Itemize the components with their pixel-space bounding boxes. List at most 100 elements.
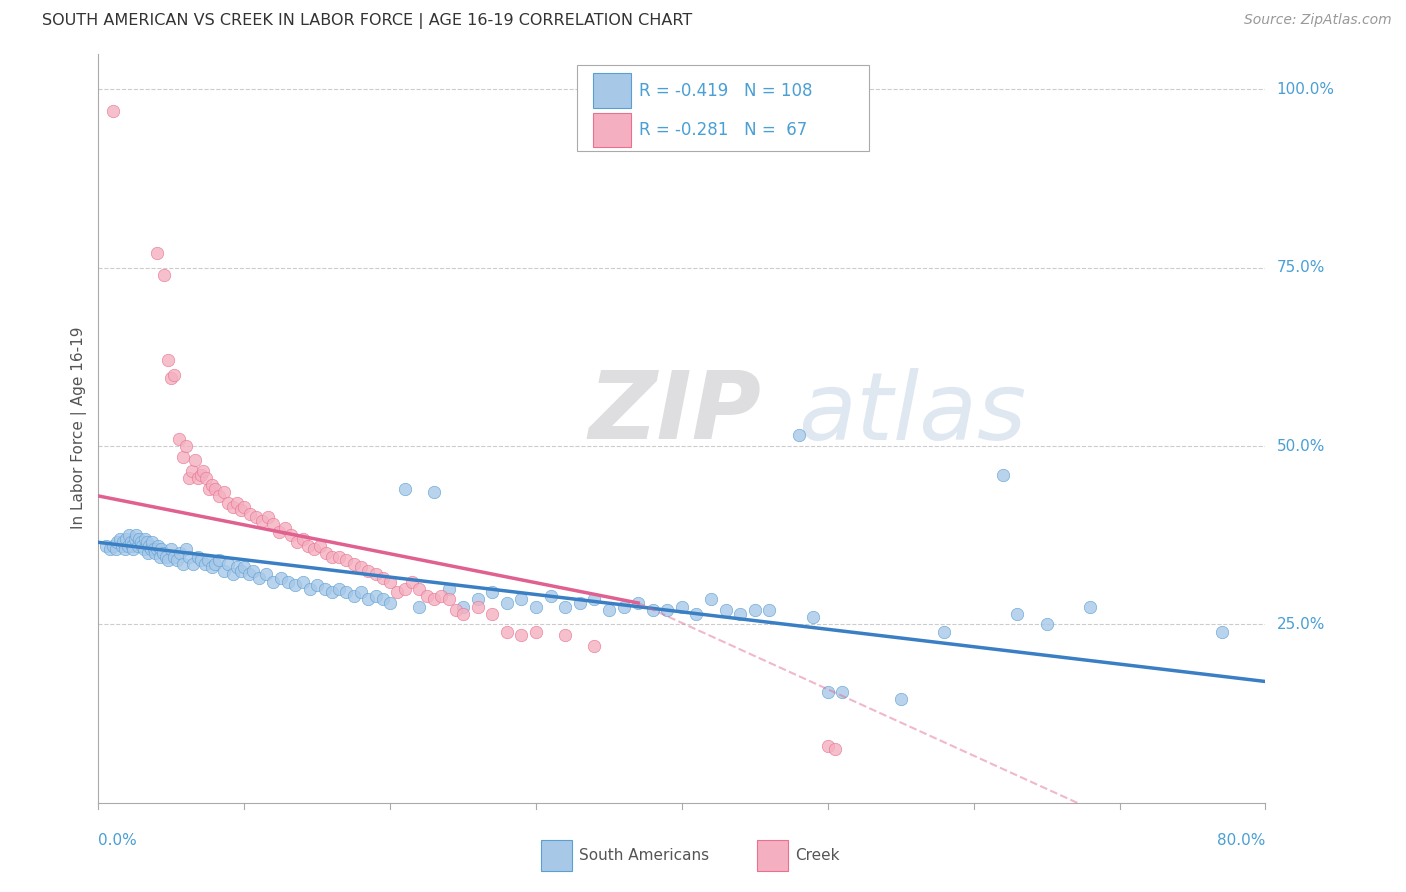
- Point: [134, 532, 156, 546]
- Point: [568, 596, 591, 610]
- Point: [394, 582, 416, 596]
- Point: [94, 539, 117, 553]
- Text: 25.0%: 25.0%: [1277, 617, 1324, 632]
- Point: [204, 557, 226, 571]
- Point: [254, 567, 277, 582]
- Point: [153, 268, 176, 282]
- Point: [350, 560, 373, 574]
- Point: [380, 574, 402, 589]
- Point: [357, 564, 380, 578]
- Point: [423, 485, 446, 500]
- Point: [226, 560, 249, 574]
- Point: [481, 607, 503, 621]
- Point: [149, 549, 172, 564]
- Point: [321, 549, 343, 564]
- Point: [239, 507, 262, 521]
- Point: [451, 607, 474, 621]
- Point: [437, 582, 460, 596]
- FancyBboxPatch shape: [756, 839, 789, 871]
- Point: [307, 578, 329, 592]
- Point: [1007, 607, 1029, 621]
- Point: [357, 592, 380, 607]
- Point: [172, 450, 194, 464]
- Point: [117, 539, 139, 553]
- Point: [150, 542, 173, 557]
- Point: [730, 607, 752, 621]
- Text: 50.0%: 50.0%: [1277, 439, 1324, 453]
- Point: [127, 539, 149, 553]
- Point: [991, 467, 1014, 482]
- Text: SOUTH AMERICAN VS CREEK IN LABOR FORCE | AGE 16-19 CORRELATION CHART: SOUTH AMERICAN VS CREEK IN LABOR FORCE |…: [42, 13, 692, 29]
- Point: [157, 353, 180, 368]
- Point: [364, 567, 387, 582]
- Point: [135, 535, 157, 549]
- Point: [141, 535, 163, 549]
- Point: [262, 574, 284, 589]
- Point: [221, 567, 243, 582]
- Point: [481, 585, 503, 599]
- Point: [824, 742, 846, 756]
- Point: [291, 532, 314, 546]
- Point: [193, 464, 215, 478]
- Point: [890, 692, 912, 706]
- Text: Source: ZipAtlas.com: Source: ZipAtlas.com: [1244, 13, 1392, 28]
- Point: [831, 685, 853, 699]
- Point: [221, 500, 243, 514]
- Point: [415, 589, 437, 603]
- Point: [114, 542, 136, 557]
- Point: [1080, 599, 1102, 614]
- Point: [612, 599, 634, 614]
- Point: [335, 553, 357, 567]
- Point: [118, 528, 141, 542]
- Point: [627, 596, 650, 610]
- Point: [380, 596, 402, 610]
- Point: [343, 557, 366, 571]
- Point: [314, 582, 336, 596]
- Point: [212, 564, 235, 578]
- Text: 0.0%: 0.0%: [98, 833, 138, 848]
- Point: [204, 482, 226, 496]
- Point: [467, 599, 489, 614]
- Point: [371, 592, 394, 607]
- Point: [152, 546, 174, 560]
- Point: [197, 553, 219, 567]
- Point: [524, 599, 547, 614]
- Point: [231, 564, 253, 578]
- Point: [437, 592, 460, 607]
- Point: [231, 503, 253, 517]
- Point: [343, 589, 366, 603]
- Point: [183, 453, 205, 467]
- FancyBboxPatch shape: [541, 839, 572, 871]
- Point: [166, 553, 188, 567]
- Text: ZIP: ZIP: [589, 368, 762, 459]
- Point: [496, 624, 519, 639]
- Point: [315, 546, 337, 560]
- Point: [408, 582, 430, 596]
- Point: [148, 539, 170, 553]
- Point: [540, 589, 562, 603]
- Point: [111, 539, 134, 553]
- Point: [143, 546, 166, 560]
- Point: [195, 471, 218, 485]
- Point: [270, 571, 292, 585]
- Point: [328, 582, 350, 596]
- Point: [233, 560, 256, 574]
- Point: [101, 539, 124, 553]
- Point: [280, 528, 302, 542]
- Point: [714, 603, 737, 617]
- Point: [1035, 617, 1057, 632]
- Point: [934, 624, 956, 639]
- Point: [124, 532, 146, 546]
- Point: [163, 368, 186, 382]
- Point: [328, 549, 350, 564]
- Text: 100.0%: 100.0%: [1277, 82, 1334, 96]
- Point: [139, 542, 162, 557]
- Text: Creek: Creek: [796, 847, 839, 863]
- Point: [238, 567, 260, 582]
- Point: [817, 685, 839, 699]
- Point: [554, 599, 576, 614]
- Point: [226, 496, 249, 510]
- Point: [128, 532, 150, 546]
- Point: [583, 592, 606, 607]
- Point: [510, 628, 533, 642]
